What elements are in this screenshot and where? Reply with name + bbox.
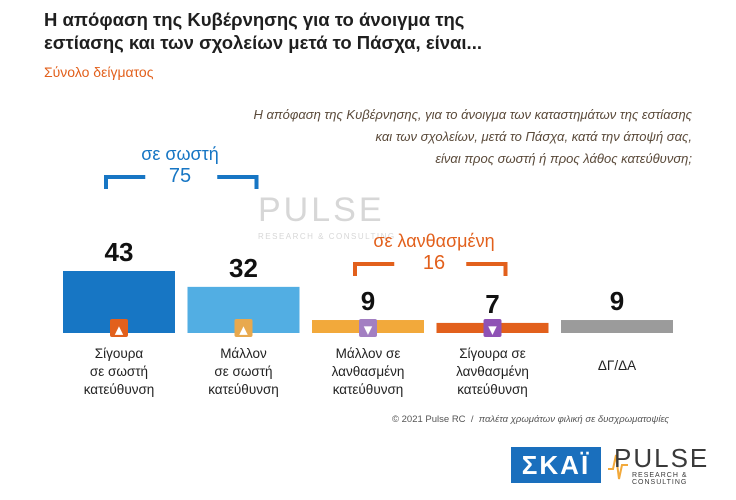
- bar-4: [561, 320, 673, 333]
- svg-text:▲: ▲: [239, 324, 248, 337]
- category-label-0-line-2: κατεύθυνση: [83, 382, 155, 397]
- thumbs-up-icon: ▲: [234, 319, 253, 337]
- category-label-0-line-1: σε σωστή: [89, 364, 149, 379]
- category-label-3-line-0: Σίγουρα σε: [459, 346, 526, 361]
- question-line-3: είναι προς σωστή ή προς λάθος κατεύθυνση…: [435, 151, 692, 166]
- category-label-3-line-2: κατεύθυνση: [457, 382, 528, 397]
- value-label-1: 32: [229, 253, 258, 283]
- category-label-1-line-0: Μάλλον: [220, 346, 267, 361]
- svg-text:▼: ▼: [364, 324, 373, 337]
- group-label-wrong: σε λανθασμένη: [373, 231, 495, 251]
- category-label-0-line-0: Σίγουρα: [94, 346, 144, 361]
- footer-separator: /: [470, 414, 474, 425]
- title-line-1: Η απόφαση της Κυβέρνησης για το άνοιγμα …: [44, 9, 465, 30]
- double-thumbs-up-icon: ▲: [110, 319, 128, 337]
- value-label-4: 9: [610, 286, 624, 316]
- thumbs-down-icon: ▼: [359, 319, 377, 337]
- survey-question: Η απόφαση της Κυβέρνησης, για το άνοιγμα…: [150, 104, 692, 170]
- copyright: © 2021 Pulse RC: [392, 414, 466, 425]
- group-brackets: [104, 175, 508, 276]
- category-label-1-line-1: σε σωστή: [214, 364, 273, 379]
- skai-logo: ΣΚΑΪ: [511, 447, 601, 483]
- value-label-3: 7: [485, 289, 499, 319]
- bracket-wrong: [353, 262, 508, 276]
- palette-note: παλέτα χρωμάτων φιλική σε δυσχρωματοψίες: [478, 414, 670, 425]
- svg-text:▼: ▼: [488, 324, 497, 337]
- svg-text:▲: ▲: [115, 324, 124, 337]
- value-label-0: 43: [105, 237, 134, 267]
- bars-layer: 43 32 9 7 9: [63, 237, 673, 333]
- bracket-correct: [104, 175, 259, 189]
- pulse-wave-icon: [608, 454, 628, 480]
- category-label-2-line-0: Μάλλον σε: [335, 346, 401, 361]
- pulse-logo-tagline: RESEARCH & CONSULTING: [632, 472, 688, 486]
- category-label-3-line-1: λανθασμένη: [456, 364, 529, 379]
- group-total-wrong: 16: [422, 252, 446, 274]
- watermark-tagline: RESEARCH & CONSULTING: [258, 232, 396, 241]
- category-label-2-line-2: κατεύθυνση: [332, 382, 404, 397]
- double-thumbs-down-icon: ▼: [483, 319, 502, 337]
- chart-subtitle: Σύνολο δείγματος: [44, 64, 154, 80]
- watermark-logo: PULSE: [258, 191, 385, 229]
- pulse-logo: PULSE: [614, 443, 710, 473]
- question-line-2: και των σχολείων, μετά το Πάσχα, κατά τη…: [375, 129, 692, 144]
- icons-layer: ▲ ▲ ▼ ▼: [110, 319, 502, 337]
- title-line-2: εστίασης και των σχολείων μετά το Πάσχα,…: [44, 32, 482, 53]
- chart-title: Η απόφαση της Κυβέρνησης για το άνοιγμα …: [44, 8, 604, 54]
- category-label-4-line-0: ΔΓ/ΔΑ: [597, 358, 637, 373]
- question-line-1: Η απόφαση της Κυβέρνησης, για το άνοιγμα…: [253, 107, 692, 122]
- group-total-correct: 75: [168, 165, 192, 187]
- category-label-2-line-1: λανθασμένη: [331, 364, 405, 379]
- footer-note: © 2021 Pulse RC / παλέτα χρωμάτων φιλική…: [392, 414, 669, 425]
- group-label-correct: σε σωστή: [141, 144, 219, 164]
- value-label-2: 9: [361, 286, 375, 316]
- category-label-1-line-2: κατεύθυνση: [208, 382, 279, 397]
